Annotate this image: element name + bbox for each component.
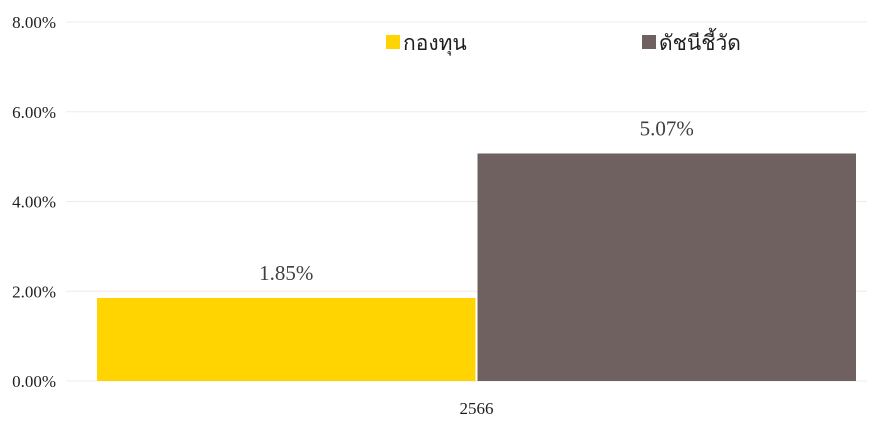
legend-label: ดัชนีชี้วัด <box>659 28 741 55</box>
bars <box>97 153 856 381</box>
data-label: 1.85% <box>259 261 313 285</box>
legend-swatch <box>386 35 400 49</box>
y-tick-label: 2.00% <box>12 282 56 301</box>
y-axis-ticks: 0.00% 2.00% 4.00% 6.00% 8.00% <box>12 13 56 391</box>
legend-label: กองทุน <box>403 31 467 56</box>
legend-swatch <box>642 35 656 49</box>
data-labels: 1.85% 5.07% <box>259 116 694 284</box>
y-tick-label: 6.00% <box>12 103 56 122</box>
y-tick-label: 8.00% <box>12 13 56 32</box>
y-tick-label: 0.00% <box>12 372 56 391</box>
legend: กองทุน ดัชนีชี้วัด <box>386 28 741 56</box>
data-label: 5.07% <box>640 116 694 140</box>
x-category-label: 2566 <box>460 399 494 418</box>
y-tick-label: 4.00% <box>12 193 56 212</box>
x-axis-categories: 2566 <box>460 399 494 418</box>
bar-fund <box>97 297 476 381</box>
bar-benchmark <box>477 153 856 381</box>
